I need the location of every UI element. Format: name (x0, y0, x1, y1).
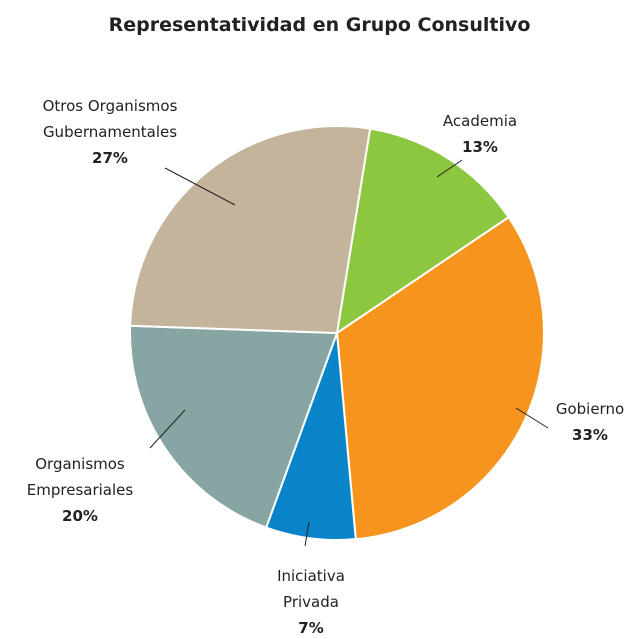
value-label: 27% (92, 149, 128, 167)
category-label: Gobierno (555, 400, 625, 418)
slice-label: Academia 13% (420, 108, 540, 160)
leader-line (164, 167, 236, 206)
category-label: Otros Organismos Gubernamentales (42, 97, 178, 141)
pie-slice (129, 125, 372, 335)
leader-line (304, 521, 310, 547)
category-label: Iniciativa Privada (277, 567, 345, 611)
leader-line (515, 407, 549, 429)
slice-label: Otros Organismos Gubernamentales 27% (35, 93, 185, 171)
chart-title: Representatividad en Grupo Consultivo (108, 14, 531, 36)
leader-line (149, 409, 186, 449)
pie-slice (129, 324, 339, 529)
value-label: 33% (572, 426, 608, 444)
category-label: Organismos Empresariales (26, 455, 134, 499)
slice-label: Organismos Empresariales 20% (20, 451, 140, 529)
value-label: 13% (462, 138, 498, 156)
slice-label: Gobierno 33% (540, 396, 639, 448)
value-label: 20% (62, 507, 98, 525)
value-label: 7% (298, 619, 324, 637)
pie-slice (335, 127, 510, 336)
pie-slice (335, 215, 545, 541)
slice-label: Iniciativa Privada 7% (261, 563, 361, 639)
category-label: Academia (442, 112, 518, 130)
leader-line (436, 159, 463, 178)
